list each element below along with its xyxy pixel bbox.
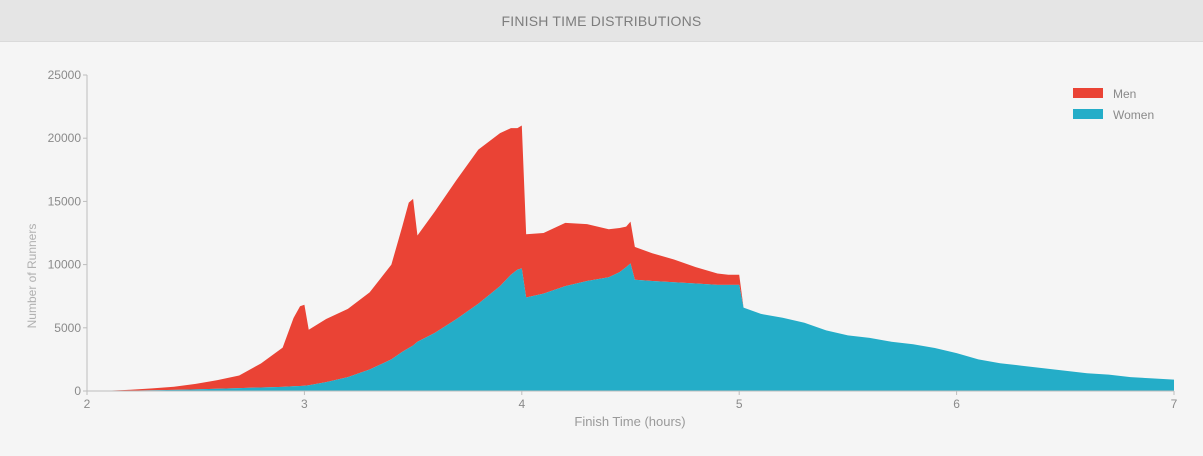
x-tick-label: 5 xyxy=(736,397,743,411)
chart-title: FINISH TIME DISTRIBUTIONS xyxy=(501,12,702,29)
y-tick-label: 10000 xyxy=(48,258,82,272)
y-tick-label: 20000 xyxy=(48,131,82,145)
chart-area: 0 5000 10000 15000 20000 25000 2 3 4 5 6 7 Finish T… xyxy=(0,42,1203,451)
series-men-area xyxy=(108,125,1175,391)
y-tick-label: 25000 xyxy=(48,68,82,82)
finish-time-chart: 0 5000 10000 15000 20000 25000 2 3 4 5 6 7 Finish T… xyxy=(25,68,1178,429)
x-tick-label: 3 xyxy=(301,397,308,411)
x-tick-label: 4 xyxy=(518,397,525,411)
x-tick-label: 7 xyxy=(1171,397,1178,411)
chart-header: FINISH TIME DISTRIBUTIONS xyxy=(0,0,1203,42)
series-women-area xyxy=(108,263,1175,391)
x-tick-label: 2 xyxy=(84,397,91,411)
legend-label-men: Men xyxy=(1113,87,1136,101)
y-tick-label: 0 xyxy=(74,384,81,398)
legend: Men Women xyxy=(1073,87,1154,122)
legend-label-women: Women xyxy=(1113,108,1154,122)
x-tick-label: 6 xyxy=(953,397,960,411)
x-axis-label: Finish Time (hours) xyxy=(574,414,685,429)
legend-swatch-men xyxy=(1073,88,1103,98)
y-tick-label: 15000 xyxy=(48,194,82,208)
y-tick-label: 5000 xyxy=(54,321,81,335)
legend-swatch-women xyxy=(1073,109,1103,119)
y-axis-label: Number of Runners xyxy=(25,224,39,329)
